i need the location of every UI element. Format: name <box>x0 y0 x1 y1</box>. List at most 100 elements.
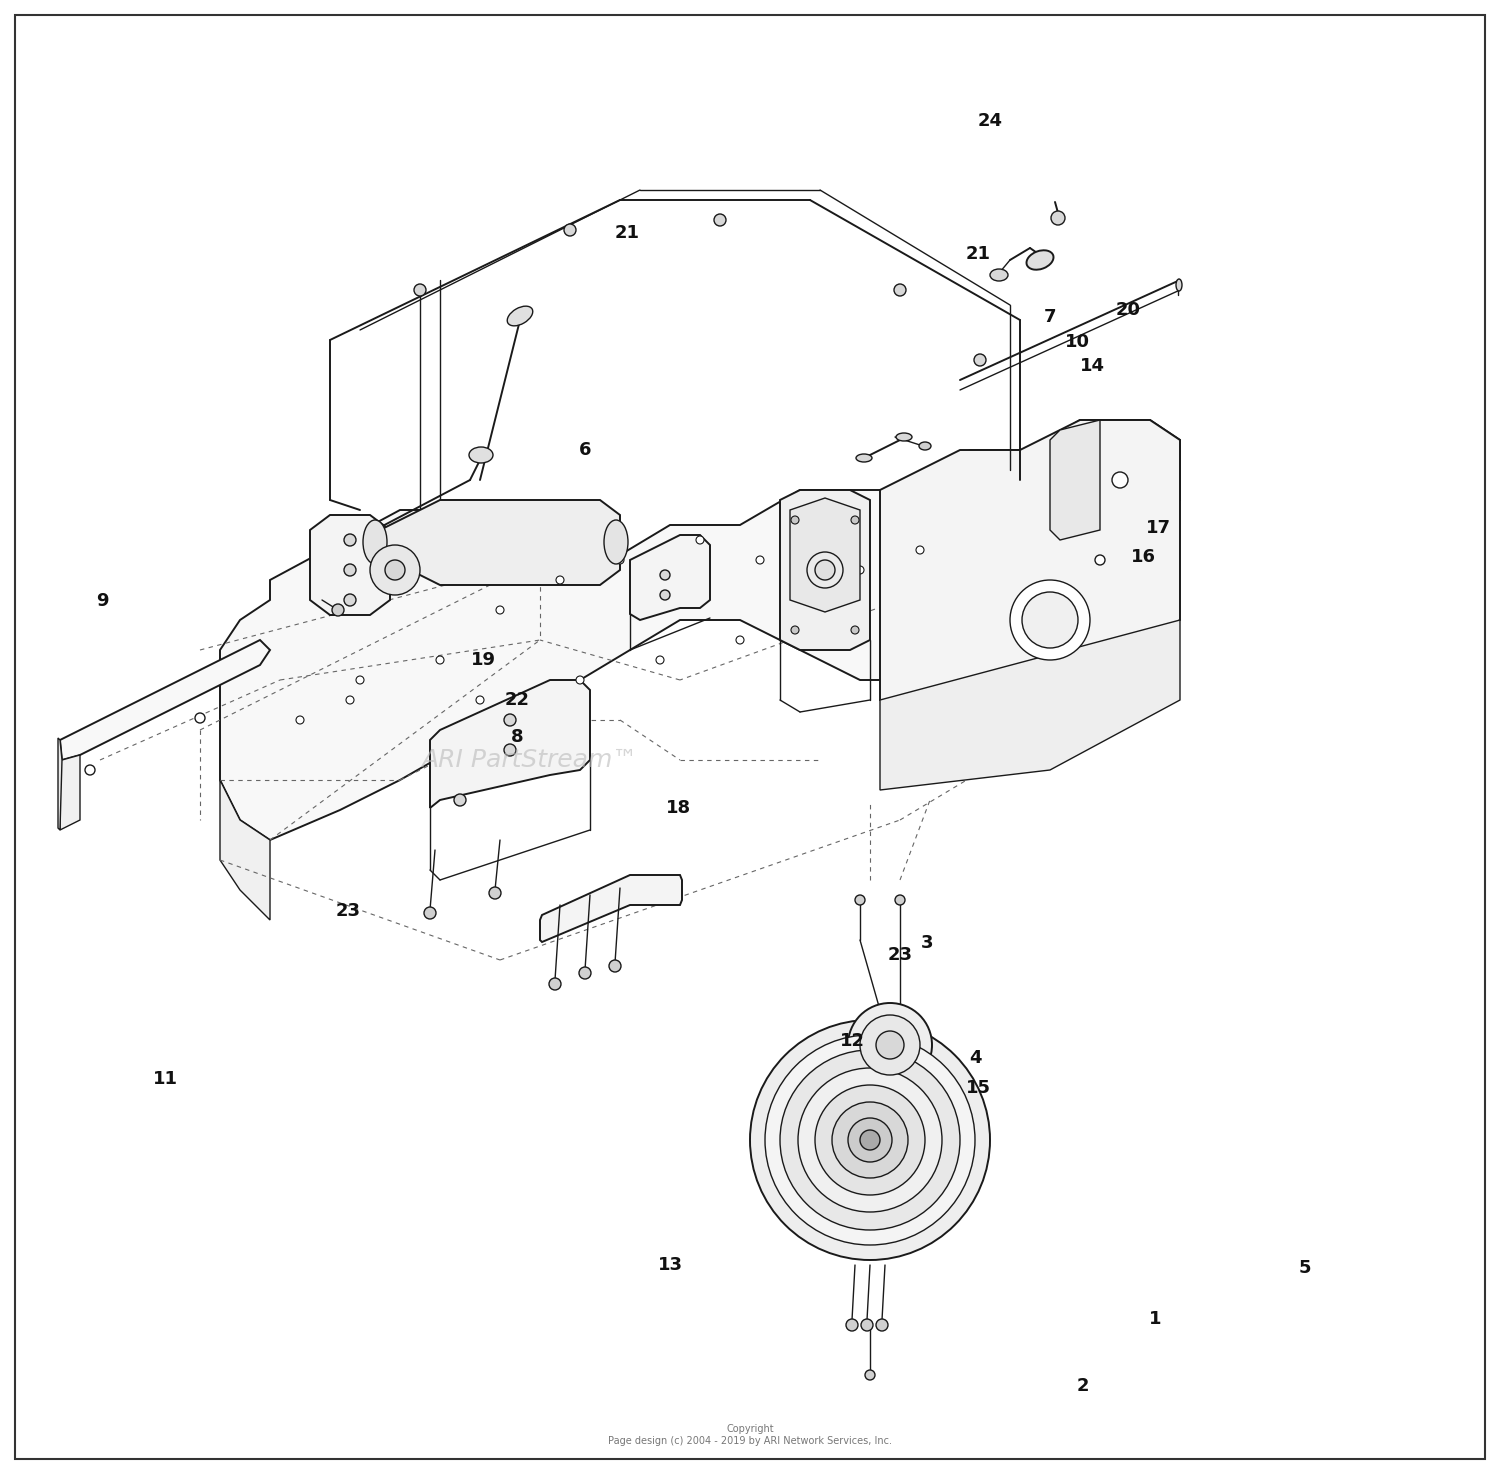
Polygon shape <box>60 640 270 761</box>
Circle shape <box>1010 579 1090 660</box>
Circle shape <box>865 1369 874 1380</box>
Circle shape <box>807 551 843 588</box>
Polygon shape <box>370 500 620 585</box>
Text: 23: 23 <box>336 902 360 920</box>
Circle shape <box>833 1103 908 1178</box>
Circle shape <box>736 635 744 644</box>
Text: 21: 21 <box>966 245 990 262</box>
Circle shape <box>549 979 561 991</box>
Circle shape <box>1112 472 1128 488</box>
Circle shape <box>556 576 564 584</box>
Circle shape <box>756 556 764 565</box>
Polygon shape <box>780 489 870 650</box>
Circle shape <box>846 1319 858 1331</box>
Circle shape <box>476 696 484 705</box>
Circle shape <box>414 284 426 296</box>
Text: 9: 9 <box>96 593 108 610</box>
Circle shape <box>876 1030 904 1058</box>
Circle shape <box>896 895 904 905</box>
Ellipse shape <box>1176 279 1182 290</box>
Ellipse shape <box>856 454 871 461</box>
Text: 2: 2 <box>1077 1377 1089 1394</box>
Text: 10: 10 <box>1065 333 1089 351</box>
Circle shape <box>489 887 501 899</box>
Ellipse shape <box>990 268 1008 282</box>
Polygon shape <box>310 514 390 615</box>
Circle shape <box>386 560 405 579</box>
Circle shape <box>847 1117 892 1162</box>
Circle shape <box>1022 593 1078 649</box>
Circle shape <box>750 1020 990 1260</box>
Circle shape <box>856 566 864 573</box>
Polygon shape <box>58 738 62 830</box>
Polygon shape <box>540 876 682 942</box>
Ellipse shape <box>920 442 932 450</box>
Circle shape <box>974 354 986 366</box>
Text: 14: 14 <box>1080 357 1104 374</box>
Text: 15: 15 <box>966 1079 990 1097</box>
Circle shape <box>504 744 516 756</box>
Circle shape <box>86 765 94 775</box>
Circle shape <box>816 576 824 584</box>
Circle shape <box>850 516 859 523</box>
Circle shape <box>1095 556 1106 565</box>
Circle shape <box>894 284 906 296</box>
Circle shape <box>790 516 800 523</box>
Polygon shape <box>880 420 1180 700</box>
Polygon shape <box>1050 420 1100 539</box>
Circle shape <box>454 794 466 806</box>
Polygon shape <box>60 755 80 830</box>
Text: 5: 5 <box>1299 1259 1311 1276</box>
Circle shape <box>660 590 670 600</box>
Circle shape <box>436 656 444 663</box>
Text: 20: 20 <box>1116 301 1140 318</box>
Circle shape <box>859 1131 880 1150</box>
Circle shape <box>850 626 859 634</box>
Ellipse shape <box>896 433 912 441</box>
Text: 12: 12 <box>840 1032 864 1049</box>
Circle shape <box>815 560 836 579</box>
Text: 7: 7 <box>1044 308 1056 326</box>
Circle shape <box>504 713 516 727</box>
Circle shape <box>616 556 624 565</box>
Ellipse shape <box>1026 251 1053 270</box>
Circle shape <box>609 960 621 971</box>
Circle shape <box>859 1016 920 1075</box>
Circle shape <box>564 224 576 236</box>
Circle shape <box>780 1049 960 1229</box>
Text: 8: 8 <box>512 728 524 746</box>
Polygon shape <box>790 498 859 612</box>
Circle shape <box>855 895 865 905</box>
Text: ARI PartStream™: ARI PartStream™ <box>422 747 638 772</box>
Text: 24: 24 <box>978 112 1002 130</box>
Text: 3: 3 <box>921 935 933 952</box>
Circle shape <box>714 214 726 226</box>
Ellipse shape <box>507 307 532 326</box>
Circle shape <box>861 1319 873 1331</box>
Text: Copyright
Page design (c) 2004 - 2019 by ARI Network Services, Inc.: Copyright Page design (c) 2004 - 2019 by… <box>608 1424 892 1446</box>
Polygon shape <box>220 780 270 920</box>
Circle shape <box>195 713 206 724</box>
Circle shape <box>344 534 355 545</box>
Ellipse shape <box>604 520 628 565</box>
Text: 1: 1 <box>1149 1310 1161 1328</box>
Circle shape <box>790 626 800 634</box>
Circle shape <box>346 696 354 705</box>
Text: 21: 21 <box>615 224 639 242</box>
Text: 13: 13 <box>658 1256 682 1274</box>
Polygon shape <box>220 420 1180 840</box>
Polygon shape <box>430 680 590 808</box>
Circle shape <box>847 1002 932 1086</box>
Ellipse shape <box>370 545 420 595</box>
Circle shape <box>916 545 924 554</box>
Circle shape <box>496 606 504 615</box>
Text: 16: 16 <box>1131 548 1155 566</box>
Circle shape <box>876 1319 888 1331</box>
Circle shape <box>356 677 364 684</box>
Text: 17: 17 <box>1146 519 1170 537</box>
Circle shape <box>798 1069 942 1212</box>
Text: 11: 11 <box>153 1070 177 1088</box>
Text: 22: 22 <box>506 691 530 709</box>
Circle shape <box>424 907 436 918</box>
Ellipse shape <box>363 520 387 565</box>
